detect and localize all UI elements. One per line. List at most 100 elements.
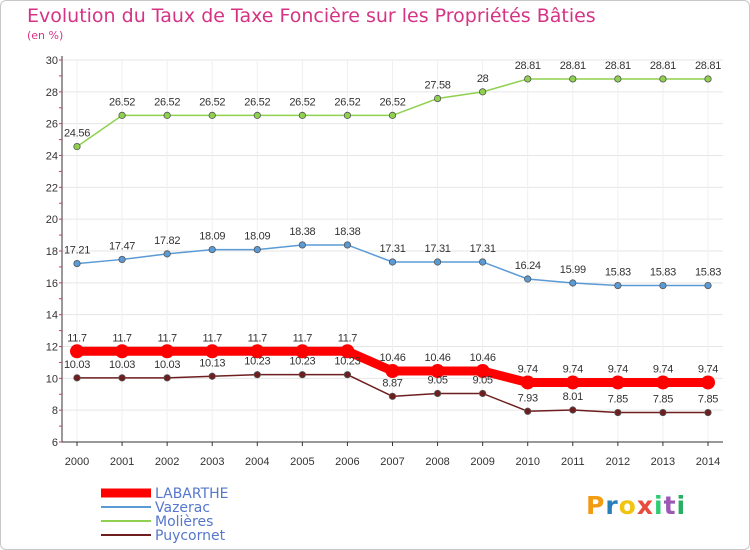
data-point [163,250,171,258]
data-label-vazerac: 17.31 [470,243,496,255]
data-label-puycornet: 10.13 [199,357,225,369]
series-labarthe [70,344,715,390]
data-label-puycornet: 7.85 [653,394,673,406]
data-point [614,408,622,417]
data-label-puycornet: 9.05 [427,374,447,386]
data-label-vazerac: 17.31 [425,243,451,255]
data-point [430,364,445,379]
data-point [73,374,81,382]
data-label-labarthe: 11.7 [248,332,268,344]
data-point [614,281,622,290]
data-label-labarthe: 11.7 [293,332,313,344]
data-label-labarthe: 11.7 [157,332,177,344]
data-point [479,258,487,266]
data-label-vazerac: 18.09 [199,231,225,243]
logo-letter: P [586,491,606,520]
data-point [160,344,175,359]
legend-label: Vazerac [155,500,210,516]
data-point [659,408,667,417]
data-point [343,111,352,119]
data-point [253,111,261,119]
data-label-puycornet: 10.03 [109,359,135,371]
x-tick-label: 2004 [245,456,269,468]
series-molires [73,75,712,151]
y-tick-label: 16 [46,278,58,290]
logo-letter: r [605,491,619,520]
y-tick-label: 28 [46,87,58,99]
data-point [524,407,532,415]
data-point [163,374,171,382]
data-point [118,374,126,382]
x-tick-label: 2011 [561,456,585,468]
y-tick-label: 14 [46,310,58,322]
data-point [343,241,352,249]
data-label-vazerac: 18.09 [244,231,270,243]
legend-item-labarthe: LABARTHE [101,486,229,502]
data-point [295,344,310,359]
legend-label: Puycornet [155,528,226,544]
data-label-molires: 26.52 [334,96,360,108]
legend-item-puycornet: Puycornet [101,528,226,544]
data-point [208,111,216,119]
data-point [343,371,352,379]
data-point [479,389,487,398]
data-label-labarthe: 9.74 [608,363,628,375]
data-label-molires: 26.52 [379,96,405,108]
data-label-molires: 26.52 [154,96,180,108]
data-point [704,281,712,290]
data-label-labarthe: 11.7 [203,332,223,344]
data-point [118,255,126,264]
y-tick-label: 8 [52,405,58,417]
x-tick-label: 2014 [696,456,720,468]
x-tick-label: 2013 [651,456,675,468]
x-tick-label: 2001 [110,456,134,468]
y-tick-label: 30 [46,55,58,67]
data-label-puycornet: 8.87 [382,377,402,389]
data-label-labarthe: 11.7 [112,332,132,344]
data-label-labarthe: 9.74 [518,363,538,375]
data-label-puycornet: 7.93 [518,392,538,404]
data-label-molires: 28.81 [560,60,586,72]
data-label-labarthe: 9.74 [563,363,583,375]
data-point [520,375,535,390]
x-tick-label: 2002 [155,456,179,468]
data-point [433,94,442,103]
data-point [208,245,216,254]
legend-label: LABARTHE [155,486,229,502]
data-label-molires: 26.52 [289,96,315,108]
data-label-vazerac: 18.38 [334,226,360,238]
data-point [655,375,670,390]
logo-letter: x [636,491,654,520]
x-tick-label: 2010 [515,456,539,468]
x-tick-label: 2003 [200,456,224,468]
data-point [208,372,216,380]
logo-letter: i [654,491,664,520]
data-label-vazerac: 17.31 [379,243,405,255]
data-label-vazerac: 15.83 [650,267,676,279]
data-point [659,75,667,83]
data-point [614,75,622,83]
y-tick-label: 20 [46,214,58,226]
data-point [70,344,84,359]
data-label-molires: 28.81 [650,60,676,72]
data-point [253,245,261,254]
x-tick-label: 2000 [65,456,89,468]
data-label-molires: 26.52 [109,96,135,108]
y-tick-label: 26 [46,119,58,131]
data-point [569,406,577,414]
data-label-molires: 28.81 [605,60,631,72]
data-label-labarthe: 9.74 [698,363,718,375]
data-point [475,364,490,379]
x-tick-label: 2009 [470,456,494,468]
data-point [253,371,261,379]
y-tick-label: 18 [46,246,58,258]
data-point [433,258,442,266]
data-label-molires: 26.52 [199,96,225,108]
y-tick-label: 22 [46,182,58,194]
data-label-puycornet: 10.03 [154,359,180,371]
data-point [163,111,171,119]
logo-letter: o [618,491,637,520]
series-puycornet [73,371,712,417]
data-point [388,392,397,400]
